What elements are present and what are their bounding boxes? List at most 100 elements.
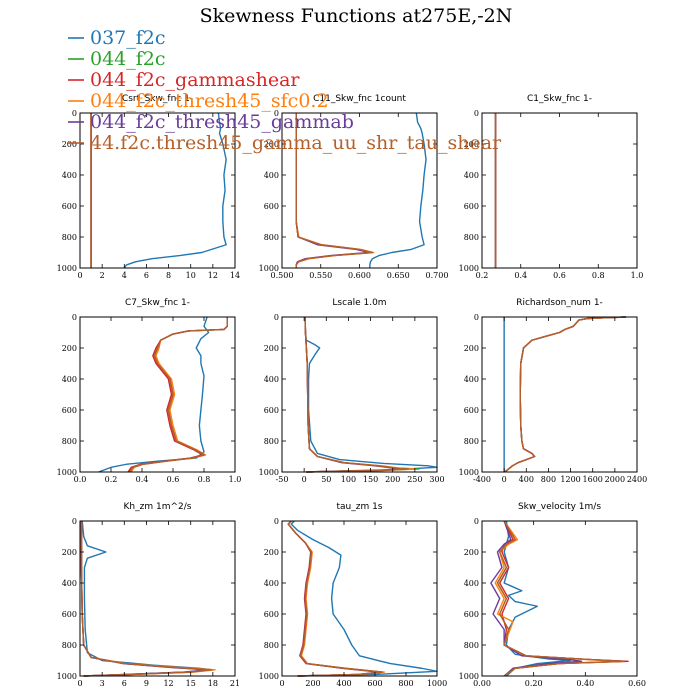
x-tick-label: -400 (473, 475, 491, 484)
panel-6: Richardson_num 1--400 0 400 800 1200 1600 2000… (459, 298, 648, 484)
x-tick-label: 0.00 (473, 679, 491, 688)
x-tick-label: 0.20 (525, 679, 543, 688)
y-tick-label: 1000 (259, 264, 279, 273)
x-tick-label: 0.500 (271, 271, 294, 280)
series-line-044_f2c_thresh45_gammab (129, 317, 228, 473)
x-tick-label: 1200 (560, 475, 580, 484)
legend: 037_f2c044_f2c044_f2c_gammashear044_f2c_… (68, 27, 502, 154)
panel-title: tau_zm 1s (336, 502, 382, 512)
panel-grid: Csrt_Skw_fnc 1-0 2 4 6 8 10 12 1402004006008001… (57, 94, 648, 688)
series-line-037_f2c (503, 520, 572, 677)
x-tick-label: 8 (166, 271, 171, 280)
series-line-044_f2c (80, 521, 214, 677)
x-tick-label: 0 (502, 475, 507, 484)
y-tick-label: 200 (464, 548, 479, 557)
series-line-044_f2c_thresh45_sfc0.2 (287, 520, 385, 677)
plot-frame (79, 316, 236, 473)
y-tick-label: 200 (62, 344, 77, 353)
series-line-044_f2c (304, 316, 420, 473)
y-tick-label: 800 (264, 437, 279, 446)
y-tick-label: 800 (464, 437, 479, 446)
x-tick-label: 1.0 (631, 271, 644, 280)
panel-3: C1_Skw_fnc 1- 0.2 0.4 0.6 0.8 1.0 0 200 400 600 80… (459, 94, 644, 280)
x-tick-label: 0.60 (628, 679, 646, 688)
x-tick-label: 6 (144, 271, 149, 280)
panel-9: Skw_velocity 1m/s 0.00 0.20 0.40 0.60 0 200 400… (459, 502, 646, 688)
x-tick-label: 3 (100, 679, 105, 688)
x-tick-label: 400 (519, 475, 534, 484)
x-tick-label: 0 (77, 679, 82, 688)
y-tick-label: 400 (264, 171, 279, 180)
y-tick-label: 0 (72, 313, 77, 322)
x-tick-label: 21 (230, 679, 240, 688)
y-tick-label: 1000 (57, 672, 77, 681)
x-tick-label: 800 (398, 679, 413, 688)
x-tick-label: -50 (276, 475, 289, 484)
legend-label: 044_f2c_thresh45_sfc0.2 (90, 90, 329, 112)
y-tick-label: 200 (62, 548, 77, 557)
legend-label: 044_f2c_thresh45_gammab (90, 111, 354, 133)
series-line-44.f2c.thresh45_gamma_uu_shr_tau_shear (80, 521, 213, 677)
x-tick-label: 0.700 (426, 271, 449, 280)
y-tick-label: 600 (62, 202, 77, 211)
y-tick-label: 1000 (459, 672, 479, 681)
y-tick-label: 0 (72, 109, 77, 118)
y-tick-label: 0 (274, 517, 279, 526)
x-tick-label: 0.40 (576, 679, 594, 688)
x-tick-label: 2400 (627, 475, 647, 484)
series-line-044_f2c_thresh45_gammab (490, 520, 583, 677)
y-tick-label: 1000 (259, 468, 279, 477)
x-tick-label: 200 (305, 679, 320, 688)
y-tick-label: 600 (264, 202, 279, 211)
x-tick-label: 12 (208, 271, 218, 280)
y-tick-label: 0 (474, 109, 479, 118)
series-line-037_f2c (290, 520, 438, 677)
panel-title: Lscale 1.0m (332, 298, 386, 308)
x-tick-label: 150 (363, 475, 378, 484)
series-line-044_f2c_gammashear (304, 316, 412, 473)
y-tick-label: 200 (464, 344, 479, 353)
y-tick-label: 800 (62, 641, 77, 650)
x-tick-label: 0.6 (167, 475, 180, 484)
panel-title: C11_Skw_fnc 1count (313, 94, 406, 104)
y-tick-label: 0 (274, 109, 279, 118)
series-line-044_f2c_gammashear (80, 521, 210, 677)
y-tick-label: 600 (464, 610, 479, 619)
x-tick-label: 1000 (427, 679, 447, 688)
legend-label: 44.f2c.thresh45_gamma_uu_shr_tau_shear (90, 132, 502, 154)
series-line-44.f2c.thresh45_gamma_uu_shr_tau_shear (304, 316, 409, 473)
x-tick-label: 800 (541, 475, 556, 484)
legend-item: 044_f2c_gammashear (68, 69, 300, 91)
x-tick-label: 0 (302, 475, 307, 484)
panel-8: tau_zm 1s0 200 400 600 800 100002004006008001… (259, 502, 448, 688)
series-line-44.f2c.thresh45_gamma_uu_shr_tau_shear (287, 520, 383, 677)
panel-title: C7_Skw_fnc 1- (125, 298, 190, 308)
legend-label: 044_f2c_gammashear (90, 69, 300, 91)
panel-4: C7_Skw_fnc 1- 0.0 0.2 0.4 0.6 0.8 1.0 0 200 400 60… (57, 298, 242, 484)
y-tick-label: 800 (464, 233, 479, 242)
series-line-037_f2c (304, 316, 438, 473)
y-tick-label: 400 (464, 171, 479, 180)
x-tick-label: 200 (385, 475, 400, 484)
series-line-044_f2c_thresh45_sfc0.2 (130, 317, 228, 473)
series-line-44.f2c.thresh45_gamma_uu_shr_tau_shear (295, 113, 374, 268)
x-tick-label: 0 (77, 271, 82, 280)
plot-frame (281, 520, 438, 677)
y-tick-label: 1000 (459, 264, 479, 273)
y-tick-label: 800 (264, 641, 279, 650)
y-tick-label: 1000 (459, 468, 479, 477)
plot-frame (481, 316, 638, 473)
y-tick-label: 400 (264, 375, 279, 384)
x-tick-label: 15 (186, 679, 196, 688)
panel-title: Kh_zm 1m^2/s (124, 502, 192, 512)
x-tick-label: 300 (429, 475, 444, 484)
y-tick-label: 0 (274, 313, 279, 322)
y-tick-label: 600 (62, 406, 77, 415)
x-tick-label: 0.0 (74, 475, 87, 484)
legend-item: 044_f2c_thresh45_gammab (68, 111, 354, 133)
series-line-44.f2c.thresh45_gamma_uu_shr_tau_shear (496, 520, 625, 677)
y-tick-label: 400 (62, 375, 77, 384)
x-tick-label: 0.2 (105, 475, 118, 484)
y-tick-label: 1000 (259, 672, 279, 681)
x-tick-label: 600 (367, 679, 382, 688)
